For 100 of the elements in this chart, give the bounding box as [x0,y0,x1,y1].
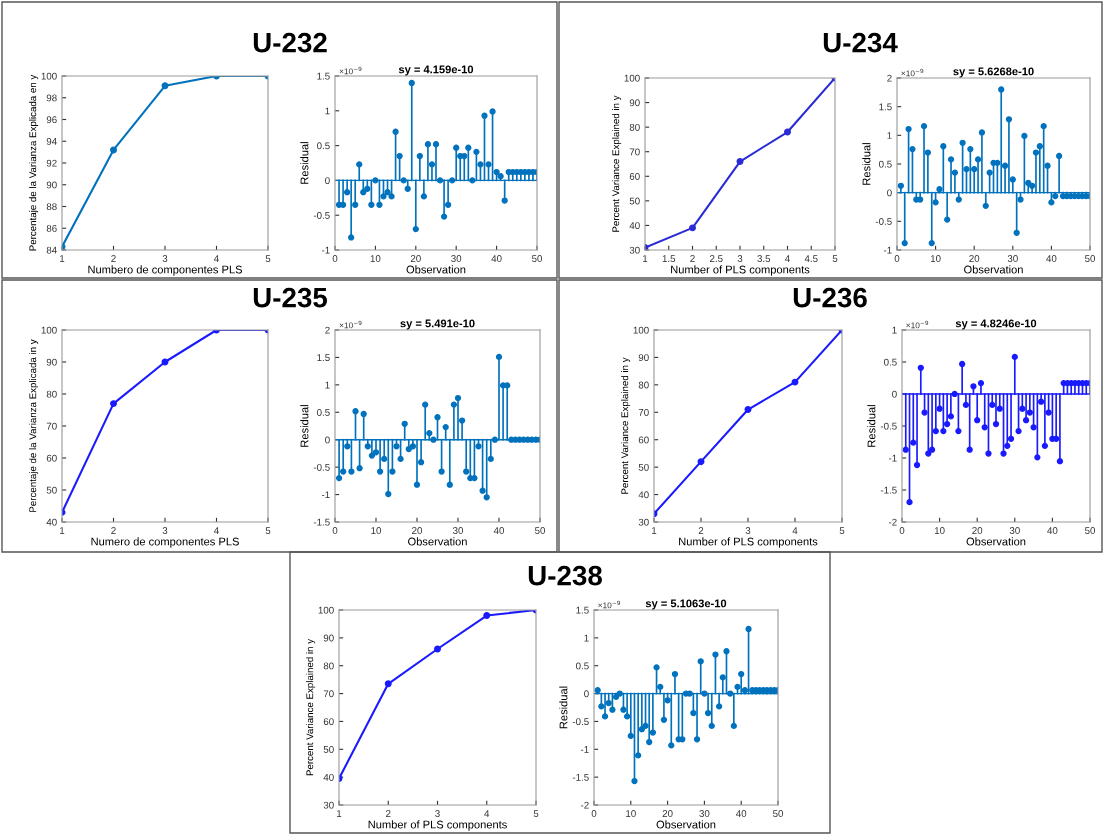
y-tick-label: 98 [46,94,57,102]
y-tick-label: 86 [46,224,57,232]
y-tick-label: 40 [46,518,57,526]
y-tick-label: 100 [41,326,57,334]
text: ×10$^{−9}$ [339,320,362,329]
x-tick-label: 30 [451,255,462,262]
x-tick-label: 2 [386,810,391,817]
chart-title: sy = 4.159e-10 [398,65,474,76]
chart-title: U-238 [528,565,602,586]
x-tick-label: 4.5 [804,255,818,262]
x-tick-label: 2 [698,527,704,534]
y-tick-label: -1 [888,454,897,462]
y-tick-label: 70 [323,690,334,698]
y-tick-label: 0.5 [317,142,330,150]
y-axis-title: Percent Variance Explained in y [621,357,631,494]
x-tick-label: 30 [1007,255,1018,262]
y-axis-title: Percentaje de la Varianza Explicada in y [29,339,39,512]
y-tick-label: 80 [638,381,649,389]
y-tick-label: -0.5 [572,718,589,726]
x-tick-label: 3 [737,255,743,262]
y-tick-label: 30 [638,518,649,526]
x-tick-label: 3.5 [757,255,771,262]
y-tick-label: 1 [892,326,897,334]
y-axis-title: Residual [559,686,568,729]
x-tick-label: 10 [370,255,381,262]
x-tick-label: 3 [745,527,751,534]
y-tick-label: 50 [638,463,649,471]
y-tick-label: -0.5 [875,218,892,225]
y-tick-label: 80 [46,390,57,398]
x-tick-label: 2 [690,255,695,262]
y-tick-label: 60 [638,436,649,444]
y-axis-title: Residual [867,405,876,447]
y-tick-label: 40 [323,773,334,781]
y-tick-label: 70 [629,148,640,156]
y-tick-label: 80 [629,123,640,131]
y-tick-label: 1.5 [317,72,330,80]
y-tick-label: 0.5 [884,358,897,366]
chart-title: U-235 [253,287,328,308]
chart-title: sy = 5.491e-10 [400,319,475,330]
y-tick-label: 90 [46,181,57,189]
x-tick-label: 5 [265,255,271,262]
x-tick-label: 50 [531,255,543,262]
y-tick-label: 92 [46,159,57,167]
y-tick-label: -1 [321,491,330,499]
x-tick-label: 5 [265,527,271,534]
y-tick-label: 30 [323,801,334,809]
y-tick-label: 1 [325,107,330,115]
y-axis-title: Percentaje de la Varianza Explicada en y [29,74,39,251]
x-tick-label: 4 [792,527,798,534]
chart-title: sy = 5.6268e-10 [953,67,1034,78]
x-tick-label: 20 [410,255,421,262]
x-tick-label: 40 [493,527,505,534]
x-axis-title: Numbero de componentes PLS [88,265,243,276]
x-tick-label: 40 [1046,255,1057,262]
x-tick-label: 4 [214,527,219,534]
y-tick-label: 84 [46,246,57,254]
chart-title: sy = 5.1063e-10 [645,599,727,610]
text: ×10$^{−9}$ [906,320,929,329]
x-axis-title: Number of PLS components [679,537,818,548]
y-tick-label: 0 [325,436,330,444]
x-tick-label: 3 [435,810,440,817]
y-tick-label: 90 [629,99,640,107]
x-tick-label: 20 [972,527,983,534]
x-tick-label: 30 [452,527,464,534]
y-tick-label: 40 [629,222,640,230]
y-axis-title: Percent Variance Explained in y [306,638,316,776]
y-tick-label: 80 [323,662,334,670]
x-axis-title: Observation [406,265,466,274]
y-tick-label: 100 [318,606,334,614]
y-tick-label: 70 [46,422,57,430]
x-tick-label: 10 [930,255,941,262]
y-tick-label: 0.5 [317,409,330,416]
y-tick-label: 60 [46,454,57,462]
x-tick-label: 1.5 [662,255,676,262]
x-tick-label: 2 [111,527,116,534]
y-tick-label: 100 [624,74,640,82]
y-tick-label: -1 [321,246,330,254]
y-tick-label: -1.5 [572,773,589,781]
y-tick-label: 50 [323,746,334,753]
y-tick-label: -1 [580,746,589,753]
y-tick-label: 0 [325,177,330,185]
x-tick-label: 5 [839,527,845,534]
chart-title: U-232 [253,32,327,53]
x-axis-title: Number of PLS components [671,265,810,276]
x-tick-label: 40 [736,810,747,817]
x-tick-label: 20 [662,810,673,817]
y-tick-label: 100 [41,72,57,80]
x-tick-label: 5 [832,255,838,262]
x-tick-label: 4 [214,255,219,262]
x-tick-label: 30 [699,810,710,817]
y-tick-label: 50 [46,486,57,494]
y-tick-label: 0.5 [879,160,892,168]
y-tick-label: 2 [887,74,892,82]
x-tick-label: 3 [162,255,168,262]
x-tick-label: 40 [491,255,502,262]
y-tick-label: -1 [883,246,892,254]
x-tick-label: 0 [591,810,597,817]
y-tick-label: -0.5 [313,463,330,471]
y-tick-label: 0 [887,189,892,197]
y-tick-label: 1.5 [879,103,892,111]
